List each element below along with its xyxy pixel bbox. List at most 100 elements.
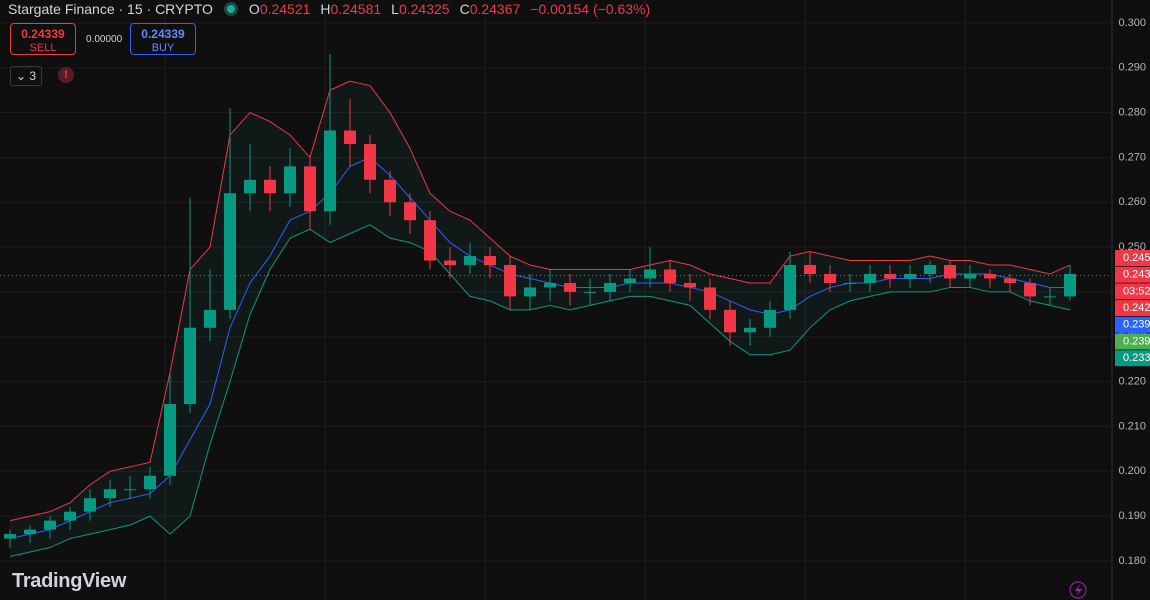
price-tag <box>1115 283 1150 300</box>
candle-body <box>844 282 856 284</box>
candle-body <box>764 309 776 328</box>
logo[interactable]: TradingView <box>12 570 127 592</box>
price-tag-label: 0.239 <box>1123 335 1150 347</box>
candle-body <box>964 273 976 279</box>
candle-body <box>1044 296 1056 298</box>
candle-body <box>1064 273 1076 297</box>
lightning-icon <box>1075 584 1082 597</box>
price-tag <box>1115 266 1150 283</box>
candle-body <box>684 282 696 288</box>
candle-body <box>304 166 316 212</box>
candle-body <box>1004 278 1016 283</box>
candle-body <box>784 265 796 310</box>
candle-body <box>424 220 436 261</box>
y-tick-label: 0.220 <box>1118 376 1146 388</box>
candle-body <box>104 489 116 499</box>
candle-body <box>1024 282 1036 297</box>
candle-body <box>744 327 756 333</box>
buy-label: BUY <box>151 42 175 54</box>
sell-label: SELL <box>29 42 57 54</box>
candle-body <box>984 273 996 279</box>
candle-body <box>524 287 536 297</box>
market-status <box>226 5 235 13</box>
symbol[interactable]: Stargate Finance · 15 · CRYPTO <box>8 1 213 17</box>
indicators-toggle[interactable]: ⌄ 3 <box>10 66 42 86</box>
candle-body <box>384 179 396 203</box>
price-tag-label: 03:52 <box>1123 285 1150 297</box>
candle-body <box>504 265 516 297</box>
candle-body <box>944 265 956 279</box>
ohlc-value: 0.24367 <box>469 1 521 17</box>
candle-body <box>404 202 416 221</box>
candle-body <box>324 130 336 212</box>
candle-body <box>64 511 76 521</box>
sell-price: 0.24339 <box>21 27 65 41</box>
ohlc-key: C <box>459 1 470 17</box>
candle-body <box>904 273 916 279</box>
candle-body <box>24 529 36 535</box>
spread: 0.00000 <box>86 34 123 45</box>
y-tick-label: 0.260 <box>1118 196 1146 208</box>
price-tag-label: 0.242 <box>1123 302 1150 314</box>
ohlc-value: 0.24521 <box>259 1 311 17</box>
y-tick-label: 0.210 <box>1118 420 1146 432</box>
band-fill <box>10 81 1070 557</box>
candle-body <box>564 282 576 292</box>
price-tag <box>1115 316 1150 333</box>
price-tag-label: 0.243 <box>1123 269 1150 281</box>
candle-body <box>264 179 276 194</box>
change: −0.00154 (−0.63%) <box>530 1 651 17</box>
alert-icon[interactable]: ! <box>58 67 74 83</box>
y-tick-label: 0.250 <box>1118 241 1146 253</box>
candle-body <box>664 269 676 283</box>
lightning-icon <box>1069 581 1087 599</box>
y-tick-label: 0.270 <box>1118 151 1146 163</box>
candle-body <box>144 475 156 490</box>
candle-body <box>4 534 16 539</box>
y-tick-label: 0.200 <box>1118 465 1146 477</box>
y-tick-label: 0.180 <box>1118 555 1146 567</box>
candle-body <box>704 287 716 310</box>
ohlc-key: O <box>248 1 260 17</box>
y-tick-label: 0.280 <box>1118 106 1146 118</box>
y-tick-label: 0.190 <box>1118 510 1146 522</box>
candle-body <box>204 309 216 328</box>
ohlc-key: L <box>391 1 399 17</box>
band-line <box>9 80 1071 522</box>
buy-button[interactable]: 0.24339 BUY <box>130 23 196 55</box>
candle-body <box>464 256 476 266</box>
candle-body <box>804 265 816 274</box>
ohlc-value: 0.24581 <box>330 1 382 17</box>
candle-body <box>824 273 836 283</box>
sell-button[interactable]: 0.24339 SELL <box>10 23 76 55</box>
candle-body <box>584 291 596 293</box>
candle-body <box>84 498 96 512</box>
y-tick-label: 0.300 <box>1118 17 1146 29</box>
ohlc-value: 0.24325 <box>398 1 450 17</box>
price-tag-label: 0.233 <box>1123 352 1150 364</box>
candle-body <box>924 265 936 274</box>
band-line <box>9 224 1071 557</box>
price-tag-label: 0.245 <box>1123 252 1150 264</box>
price-tag <box>1115 300 1150 317</box>
price-tag-label: 0.239 <box>1123 319 1150 331</box>
price-tag <box>1115 250 1150 266</box>
y-tick-label: 0.290 <box>1118 62 1146 74</box>
candle-body <box>544 282 556 288</box>
candle-body <box>884 273 896 279</box>
symbol-header: Stargate Finance · 15 · CRYPTO O0.24521 … <box>8 1 654 17</box>
candle-body <box>864 273 876 283</box>
candle-body <box>124 489 136 491</box>
candle-body <box>624 278 636 283</box>
candle-body <box>604 282 616 292</box>
indicators-count: 3 <box>29 69 37 83</box>
candle-body <box>284 166 296 194</box>
candle-body <box>724 309 736 333</box>
candle-body <box>484 256 496 266</box>
buy-price: 0.24339 <box>141 27 185 41</box>
candle-body <box>244 179 256 194</box>
candle-body <box>444 260 456 266</box>
ohlc-key: H <box>320 1 331 17</box>
